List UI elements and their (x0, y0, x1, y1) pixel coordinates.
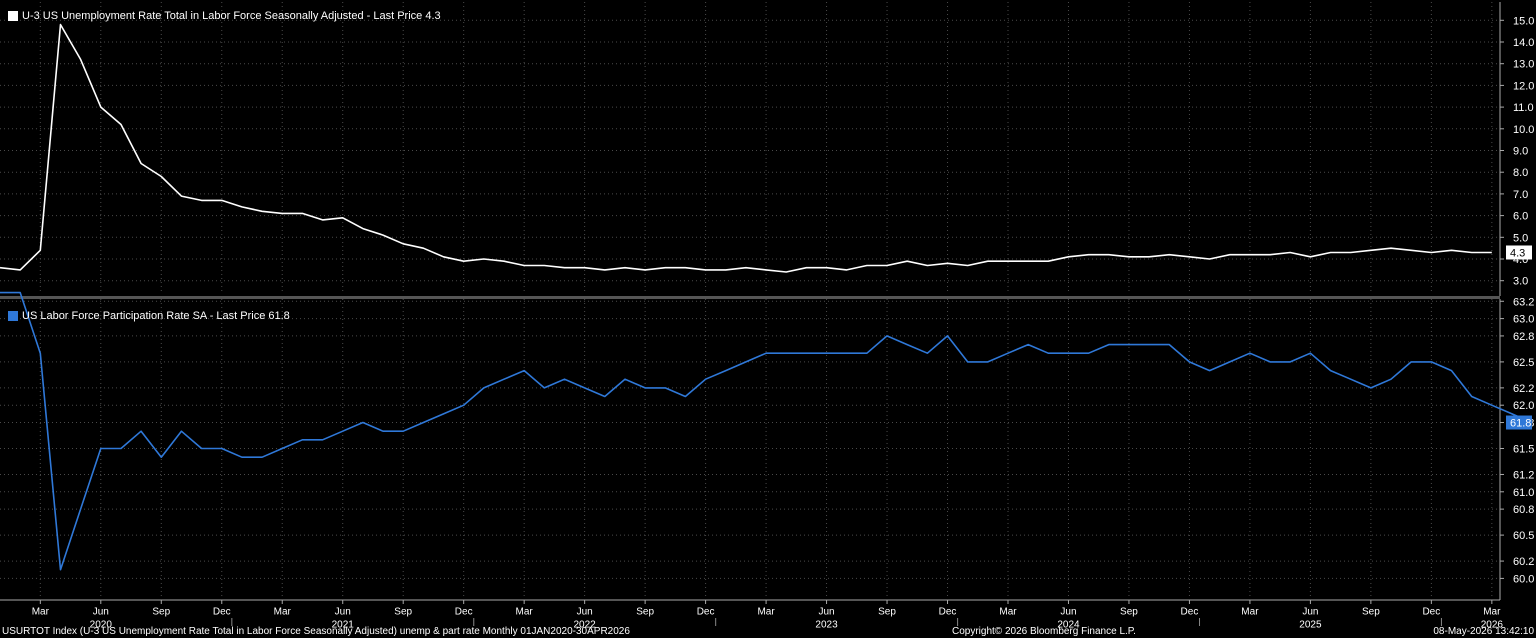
x-month-label: Jun (93, 606, 109, 617)
x-month-label: Jun (577, 606, 593, 617)
x-month-label: Dec (213, 606, 231, 617)
x-month-label: Sep (1120, 606, 1138, 617)
unemployment-y-tick-label: 5.0 (1513, 232, 1528, 244)
unemployment-y-tick-label: 6.0 (1513, 211, 1528, 223)
unemployment-legend-text: U-3 US Unemployment Rate Total in Labor … (22, 10, 441, 22)
unemployment-y-tick-label: 9.0 (1513, 146, 1528, 158)
participation-y-tick-label: 62.0 (1513, 400, 1534, 412)
series-lines (0, 23, 1533, 571)
participation-legend-swatch (8, 311, 18, 321)
unemployment-legend: U-3 US Unemployment Rate Total in Labor … (8, 10, 441, 22)
x-year-label: 2020 (90, 619, 113, 630)
panel-splitter[interactable] (0, 296, 1500, 299)
participation-y-tick-label: 60.5 (1513, 530, 1534, 542)
participation-legend-text: US Labor Force Participation Rate SA - L… (22, 310, 290, 322)
participation-y-tick-label: 60.0 (1513, 573, 1534, 585)
participation-legend: US Labor Force Participation Rate SA - L… (8, 310, 290, 322)
unemployment-y-tick-label: 3.0 (1513, 276, 1528, 288)
participation-y-tick-label: 62.2 (1513, 383, 1534, 395)
x-month-label: Dec (1422, 606, 1440, 617)
x-month-label: Sep (878, 606, 896, 617)
participation-y-tick-label: 63.2 (1513, 296, 1534, 308)
footer-description: USURTOT Index (U-3 US Unemployment Rate … (2, 626, 630, 637)
x-month-label: Sep (1362, 606, 1380, 617)
x-month-label: Dec (697, 606, 715, 617)
participation-y-tick-label: 63.0 (1513, 314, 1534, 326)
x-month-label: Dec (939, 606, 957, 617)
unemployment-y-tick-label: 14.0 (1513, 37, 1534, 49)
unemployment-y-axis: 3.04.05.06.07.08.09.010.011.012.013.014.… (1499, 2, 1534, 296)
unemployment-last-price-label: 4.3 (1510, 247, 1525, 259)
x-month-label: Jun (1302, 606, 1318, 617)
participation-y-tick-label: 62.5 (1513, 357, 1534, 369)
participation-y-tick-label: 61.5 (1513, 444, 1534, 456)
x-month-label: Sep (152, 606, 170, 617)
x-year-label: 2023 (815, 619, 838, 630)
footer-copyright: Copyright© 2026 Bloomberg Finance L.P. (952, 626, 1136, 637)
unemployment-grid (0, 2, 1500, 294)
x-month-label: Jun (818, 606, 834, 617)
participation-y-tick-label: 62.8 (1513, 331, 1534, 343)
unemployment-y-tick-label: 7.0 (1513, 189, 1528, 201)
unemployment-y-tick-label: 10.0 (1513, 124, 1534, 136)
participation-y-tick-label: 60.2 (1513, 556, 1534, 568)
unemployment-legend-swatch (8, 11, 18, 21)
x-year-label: 2024 (1057, 619, 1080, 630)
unemployment-y-tick-label: 8.0 (1513, 167, 1528, 179)
unemployment-y-tick-label: 11.0 (1513, 102, 1534, 114)
x-month-label: Mar (757, 606, 775, 617)
participation-last-price-tag (1506, 415, 1532, 430)
unemployment-y-tick-label: 13.0 (1513, 59, 1534, 71)
x-year-label: 2022 (574, 619, 597, 630)
x-month-label: Mar (32, 606, 50, 617)
x-month-label: Sep (394, 606, 412, 617)
participation-y-tick-label: 61.2 (1513, 469, 1534, 481)
x-month-label: Mar (1241, 606, 1259, 617)
participation-last-price-label: 61.8 (1510, 418, 1531, 430)
x-month-label: Mar (516, 606, 534, 617)
x-month-label: Sep (636, 606, 654, 617)
unemployment-y-tick-label: 15.0 (1513, 15, 1534, 27)
unemployment-y-tick-label: 12.0 (1513, 80, 1534, 92)
x-year-label: 2025 (1299, 619, 1322, 630)
unemployment-last-price-tag (1506, 245, 1532, 260)
x-month-label: Mar (999, 606, 1017, 617)
x-year-label: 2026 (1481, 619, 1504, 630)
x-month-label: Jun (1060, 606, 1076, 617)
participation-y-tick-label: 61.0 (1513, 487, 1534, 499)
participation-y-tick-label: 60.8 (1513, 504, 1534, 516)
x-month-label: Jun (335, 606, 351, 617)
footer-timestamp: 08-May-2026 13:42:10 (1433, 626, 1534, 637)
x-month-label: Dec (1181, 606, 1199, 617)
x-month-label: Dec (455, 606, 473, 617)
last-price-tags: 4.3 61.8 (1506, 245, 1532, 430)
x-month-label: Mar (274, 606, 292, 617)
x-year-label: 2021 (332, 619, 355, 630)
x-month-label: Mar (1483, 606, 1501, 617)
x-axis: Mar Jun Sep Dec Mar Jun Sep Dec Mar Jun Sep Dec Mar J… (0, 599, 1504, 630)
participation-line (0, 291, 1533, 571)
unemployment-line (0, 23, 1492, 273)
